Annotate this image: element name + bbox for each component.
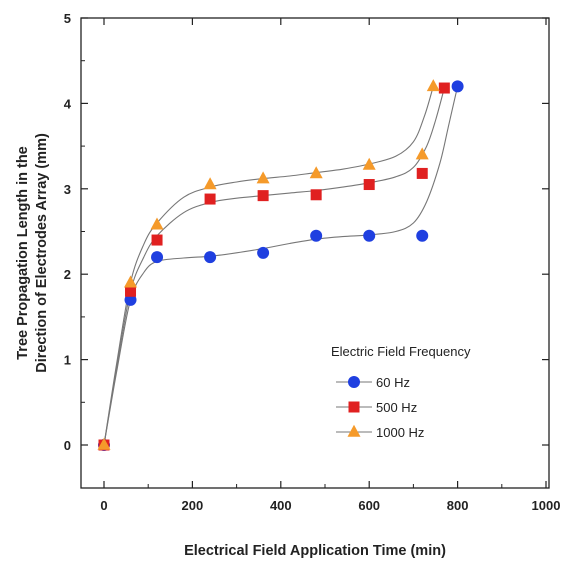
data-point <box>257 190 269 202</box>
legend: Electric Field Frequency 60 Hz 500 Hz 1000… <box>331 344 471 440</box>
x-tick-label: 0 <box>100 498 107 513</box>
y-tick-label: 0 <box>64 438 71 453</box>
x-axis-title: Electrical Field Application Time (min) <box>184 543 446 559</box>
data-point <box>204 251 217 264</box>
legend-title: Electric Field Frequency <box>331 344 471 359</box>
data-point <box>309 166 323 179</box>
data-point <box>310 229 323 242</box>
legend-marker-triangle <box>347 424 361 437</box>
data-point <box>438 82 450 94</box>
data-point <box>310 189 322 201</box>
legend-label: 500 Hz <box>376 400 417 415</box>
legend-marker-square <box>348 401 360 413</box>
fit-curves <box>103 86 459 446</box>
fit-curve <box>103 86 434 446</box>
plot-frame <box>80 17 550 489</box>
series-500-hz <box>98 82 450 451</box>
y-tick-label: 4 <box>64 96 72 111</box>
data-point <box>97 437 111 450</box>
y-tick-label: 2 <box>64 267 71 282</box>
data-point <box>256 171 270 184</box>
data-point <box>415 147 429 160</box>
data-point <box>416 167 428 179</box>
data-point <box>150 217 164 230</box>
legend-label: 60 Hz <box>376 375 410 390</box>
y-tick-label: 5 <box>64 11 71 26</box>
data-points <box>97 79 464 451</box>
y-tick-label: 3 <box>64 182 71 197</box>
data-point <box>204 193 216 205</box>
data-point <box>451 80 464 93</box>
data-point <box>362 157 376 170</box>
data-point <box>203 177 217 190</box>
data-point <box>257 246 270 259</box>
axes: 0 200 400 600 800 1000 0 1 2 3 4 5 <box>64 11 561 513</box>
legend-label: 1000 Hz <box>376 425 424 440</box>
data-point <box>363 229 376 242</box>
x-tick-label: 800 <box>447 498 469 513</box>
data-point <box>124 275 137 288</box>
y-tick-label: 1 <box>64 353 71 368</box>
data-point <box>416 229 429 242</box>
series-60-hz <box>98 80 464 451</box>
x-tick-label: 400 <box>270 498 292 513</box>
x-tick-label: 600 <box>358 498 380 513</box>
x-tick-label: 1000 <box>532 498 561 513</box>
data-point <box>363 179 375 191</box>
fit-curve <box>103 86 459 446</box>
series-1000-hz <box>97 79 440 450</box>
y-axis-title: Tree Propagation Length in the Direction… <box>15 133 50 373</box>
data-point <box>151 251 164 264</box>
data-point <box>151 234 163 246</box>
x-tick-label: 200 <box>182 498 204 513</box>
y-axis-title-line-2: Direction of Electrodes Array (mm) <box>34 133 50 373</box>
data-point <box>124 293 137 306</box>
data-point <box>125 285 137 297</box>
legend-marker-circle <box>348 376 360 388</box>
y-axis-title-line-1: Tree Propagation Length in the <box>15 146 31 360</box>
data-point <box>426 79 440 92</box>
fit-curve <box>103 87 445 446</box>
